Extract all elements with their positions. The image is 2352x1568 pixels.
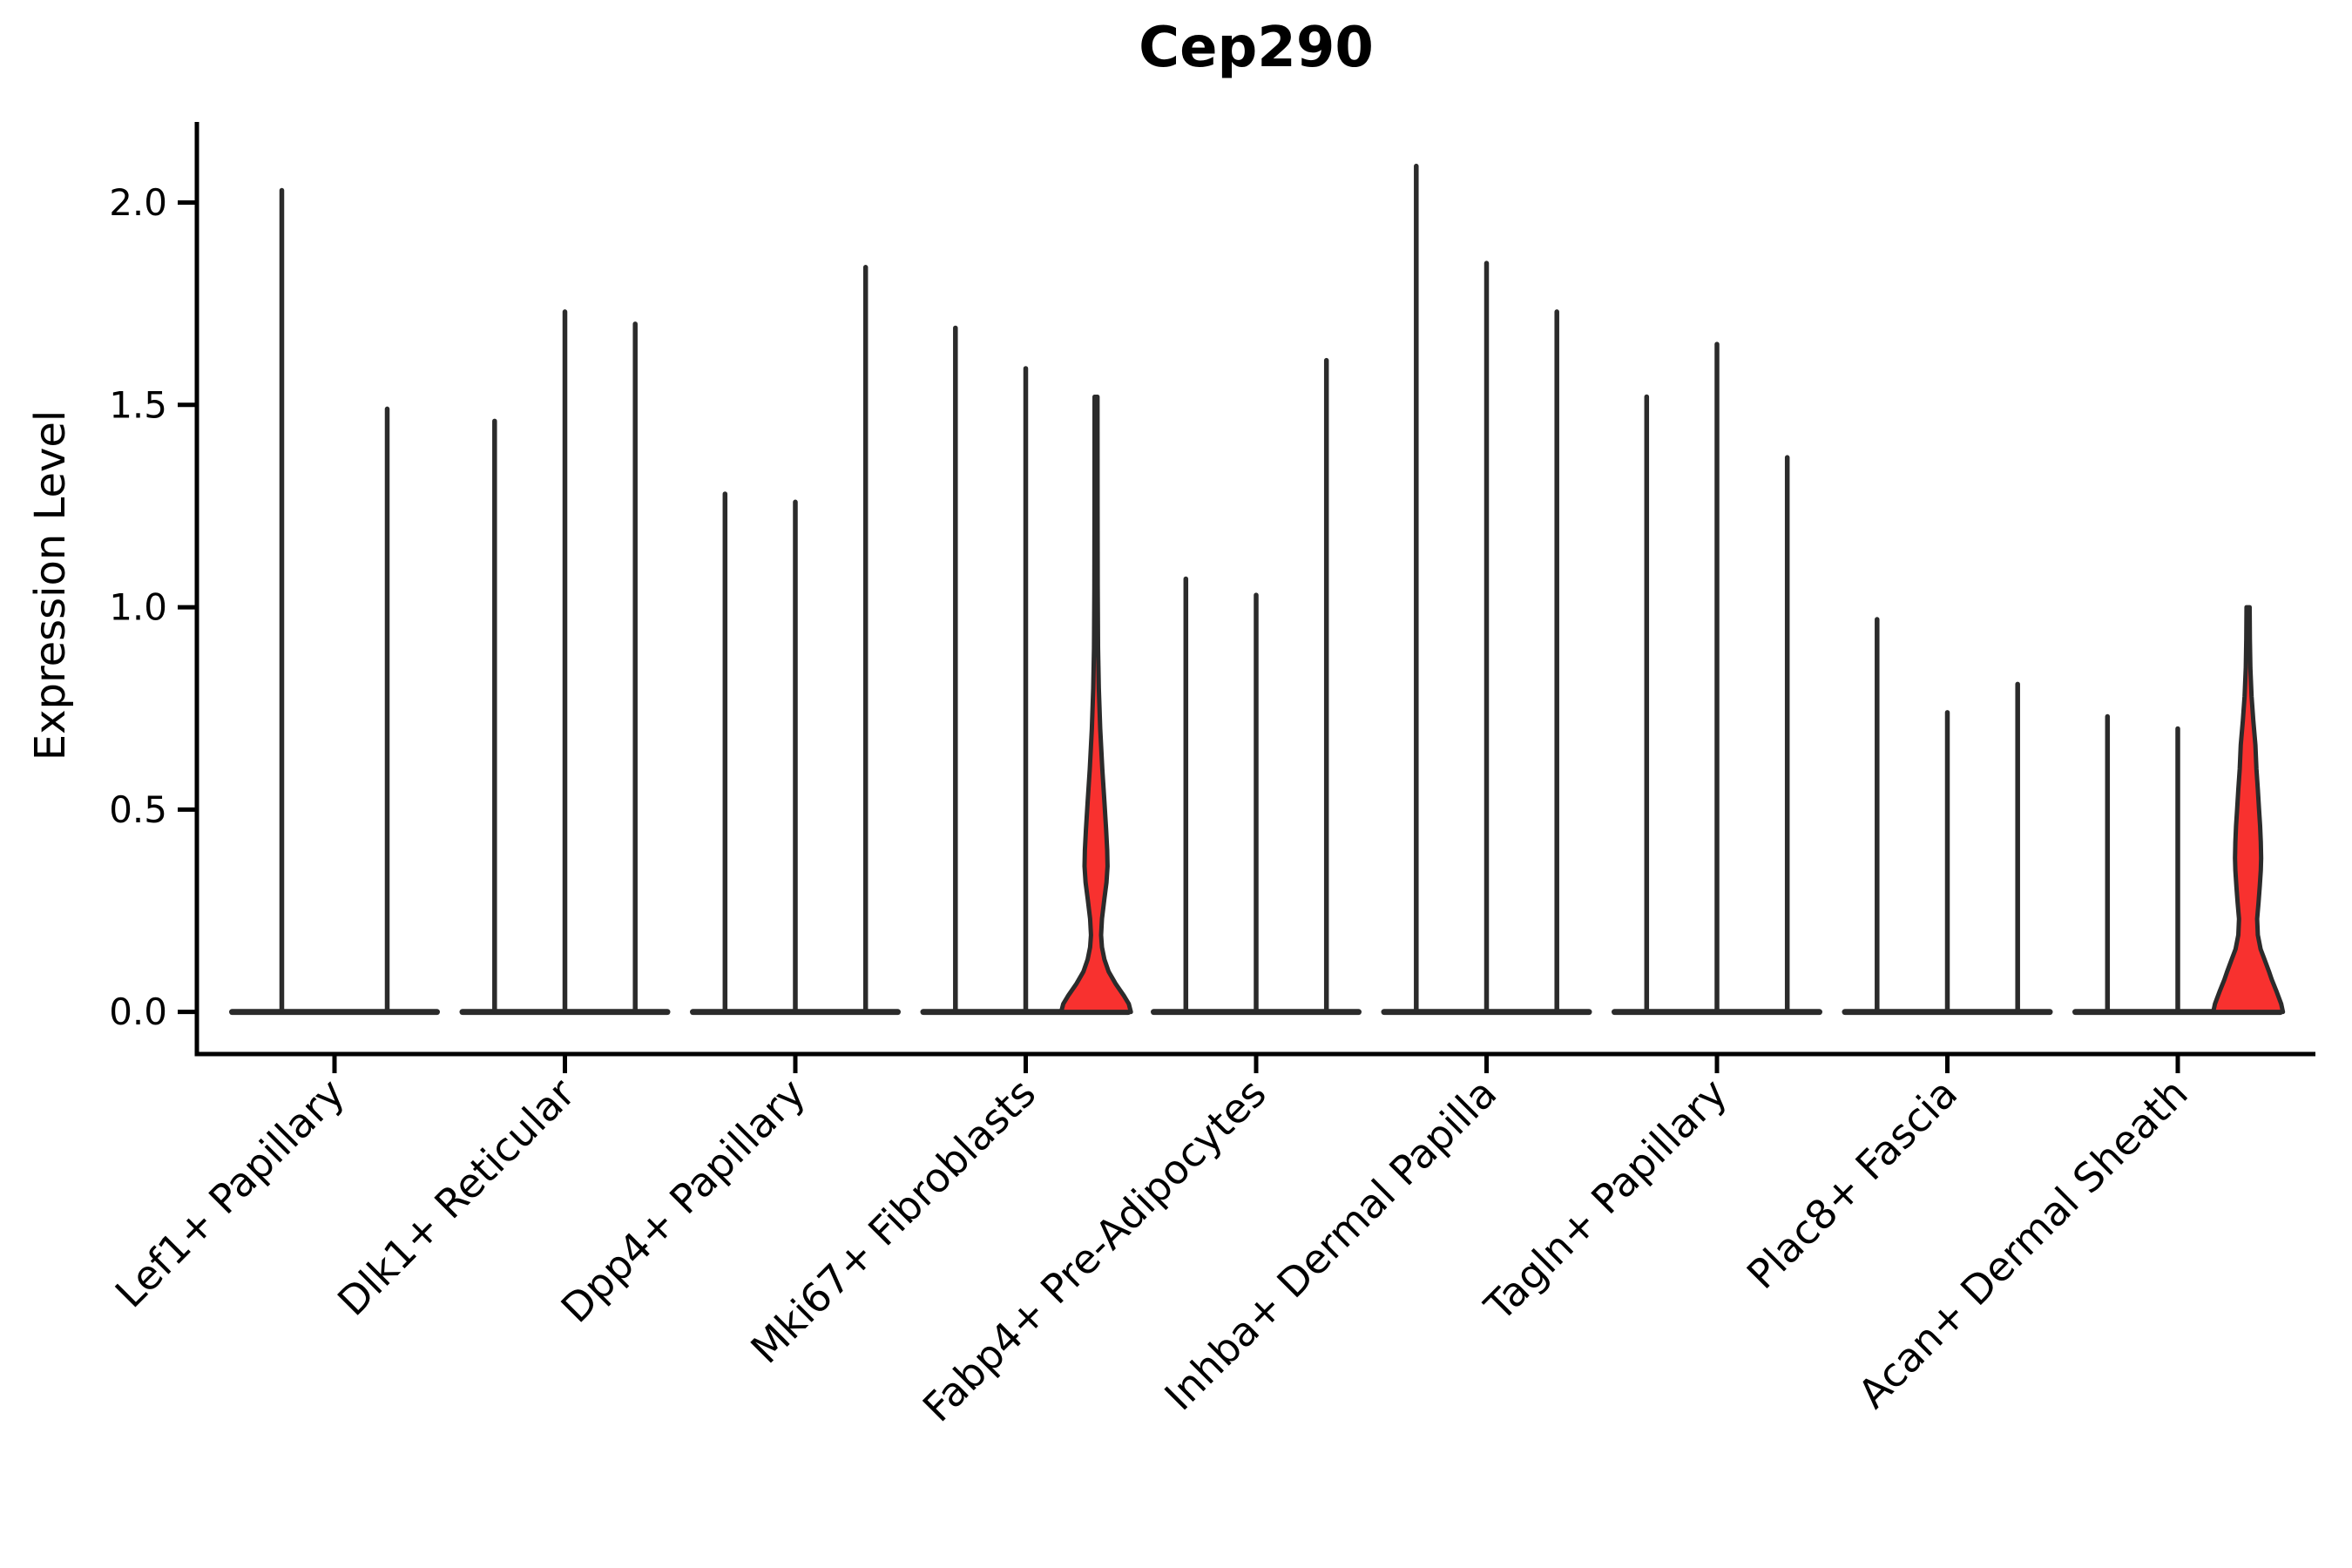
x-tick-label: Lef1+ Papillary <box>106 1070 354 1317</box>
x-tick-label: Tagln+ Papillary <box>1475 1070 1736 1331</box>
violin-filled <box>2211 605 2286 1015</box>
violin-baseline <box>229 1009 440 1016</box>
x-tick-label: Plac8+ Fascia <box>1738 1070 1966 1298</box>
y-tick-label: 2.0 <box>109 181 167 224</box>
x-tick-label: Dpp4+ Papillary <box>552 1070 814 1332</box>
y-tick-label: 0.0 <box>109 990 167 1033</box>
y-tick-label: 1.5 <box>109 383 167 426</box>
y-tick-label: 1.0 <box>109 586 167 629</box>
violin-filled <box>1058 394 1133 1015</box>
chart-title: Cep290 <box>1139 16 1374 80</box>
x-tick-label: Dlk1+ Reticular <box>328 1070 584 1325</box>
y-tick-label: 0.5 <box>109 788 167 831</box>
